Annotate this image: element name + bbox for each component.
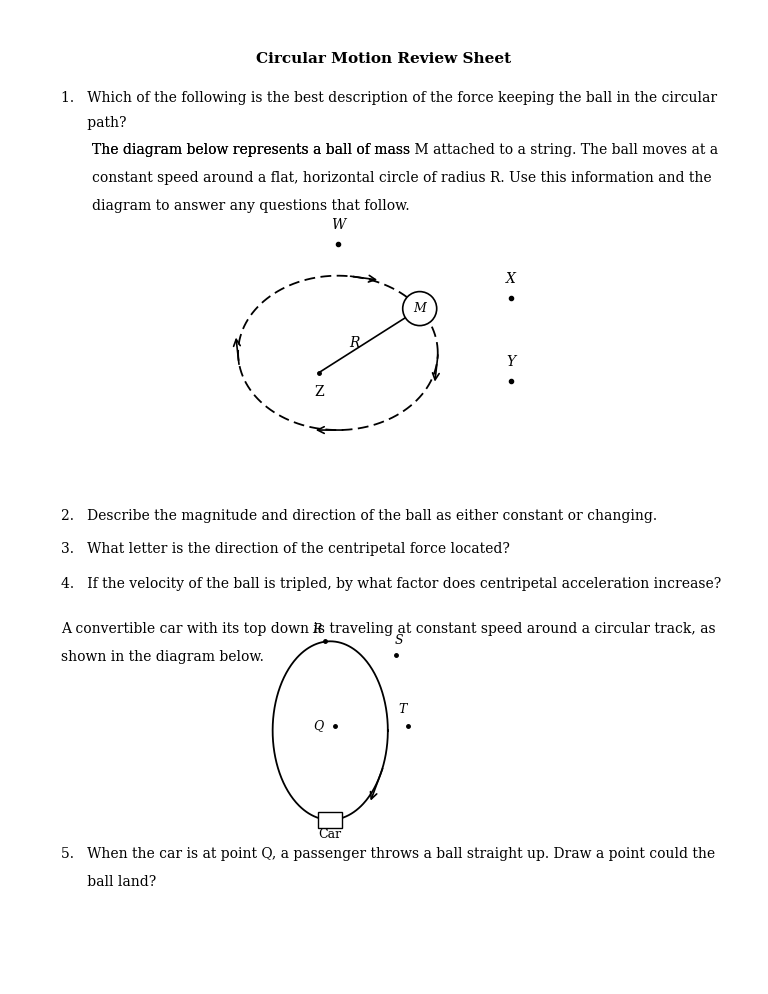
Text: shown in the diagram below.: shown in the diagram below. bbox=[61, 650, 264, 664]
Text: M: M bbox=[413, 302, 426, 315]
Circle shape bbox=[402, 291, 437, 326]
Text: A convertible car with its top down is traveling at constant speed around a circ: A convertible car with its top down is t… bbox=[61, 622, 716, 636]
Text: 1.   Which of the following is the best description of the force keeping the bal: 1. Which of the following is the best de… bbox=[61, 91, 717, 105]
Text: Car: Car bbox=[319, 828, 342, 841]
Bar bbox=[318, 812, 343, 828]
Text: The diagram below represents a ball of mass M attached to a string. The ball mov: The diagram below represents a ball of m… bbox=[92, 143, 718, 157]
Text: Z: Z bbox=[314, 385, 323, 399]
Text: 3.   What letter is the direction of the centripetal force located?: 3. What letter is the direction of the c… bbox=[61, 542, 510, 556]
Text: W: W bbox=[331, 218, 345, 232]
Text: diagram to answer any questions that follow.: diagram to answer any questions that fol… bbox=[92, 199, 410, 213]
Text: 4.   If the velocity of the ball is tripled, by what factor does centripetal acc: 4. If the velocity of the ball is triple… bbox=[61, 577, 722, 590]
Text: Q: Q bbox=[313, 719, 323, 733]
Text: X: X bbox=[506, 272, 515, 286]
Text: ball land?: ball land? bbox=[61, 875, 157, 889]
Text: S: S bbox=[395, 634, 403, 647]
Text: Circular Motion Review Sheet: Circular Motion Review Sheet bbox=[257, 52, 511, 66]
Text: 5.   When the car is at point Q, a passenger throws a ball straight up. Draw a p: 5. When the car is at point Q, a passeng… bbox=[61, 847, 716, 861]
Text: constant speed around a flat, horizontal circle of radius R. Use this informatio: constant speed around a flat, horizontal… bbox=[92, 171, 712, 185]
Text: R: R bbox=[349, 336, 359, 350]
Text: T: T bbox=[399, 703, 407, 716]
Text: path?: path? bbox=[61, 116, 127, 130]
Text: The diagram below represents a ball of mass M attached to a string. The ball mov: The diagram below represents a ball of m… bbox=[92, 143, 718, 157]
Text: Y: Y bbox=[506, 355, 515, 369]
Text: R: R bbox=[313, 623, 322, 636]
Text: The diagram below represents a ball of mass: The diagram below represents a ball of m… bbox=[92, 143, 415, 157]
Text: 2.   Describe the magnitude and direction of the ball as either constant or chan: 2. Describe the magnitude and direction … bbox=[61, 509, 657, 523]
